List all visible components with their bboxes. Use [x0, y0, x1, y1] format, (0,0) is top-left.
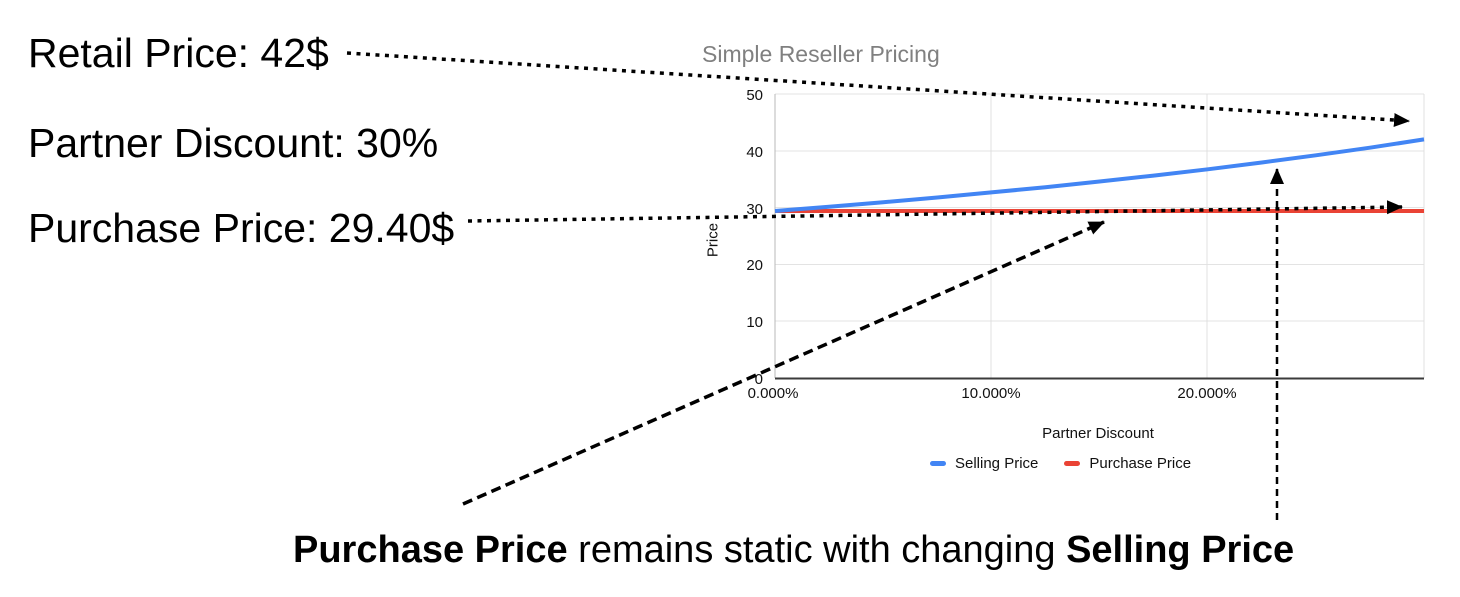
chart-legend: Selling Price Purchase Price — [930, 455, 1191, 472]
y-axis-title: Price — [704, 222, 722, 258]
legend-label-selling-price: Selling Price — [955, 455, 1039, 472]
selling-price-swatch-icon — [930, 461, 946, 466]
retail-price-label: Retail Price: 42$ — [28, 30, 329, 76]
caption: Purchase Price remains static with chang… — [293, 531, 1294, 569]
x-axis-tick-20pct: 20.000% — [1177, 385, 1237, 402]
y-axis-tick-10: 10 — [746, 314, 763, 331]
y-axis-tick-30: 30 — [746, 201, 763, 218]
legend-label-purchase-price: Purchase Price — [1089, 455, 1192, 472]
x-axis-tick-0pct: 0.000% — [747, 385, 799, 402]
legend-item-selling-price: Selling Price — [930, 455, 1038, 472]
caption-bold-purchase-price: Purchase Price — [293, 529, 568, 571]
arrow-purchase-price-to-purchase-line — [467, 200, 1403, 223]
y-axis-tick-50: 50 — [746, 87, 763, 104]
selling-price-line — [774, 137, 1425, 213]
chart-series — [774, 137, 1425, 213]
x-axis-tick-10pct: 10.000% — [961, 385, 1021, 402]
caption-text: remains static with changing — [567, 529, 1067, 571]
arrow-retail-price-to-selling-line — [346, 51, 1410, 128]
y-axis-tick-40: 40 — [746, 144, 763, 161]
annotation-arrows — [346, 51, 1410, 520]
partner-discount-label: Partner Discount: 30% — [28, 120, 439, 166]
arrow-caption-to-purchase-line — [462, 220, 1105, 506]
purchase-price-swatch-icon — [1064, 461, 1081, 466]
y-axis-tick-20: 20 — [746, 257, 763, 274]
legend-item-purchase-price: Purchase Price — [1064, 455, 1191, 472]
purchase-price-label: Purchase Price: 29.40$ — [28, 205, 455, 251]
chart-gridlines — [774, 93, 1425, 380]
y-axis-tick-0: 0 — [754, 371, 763, 388]
chart-title: Simple Reseller Pricing — [702, 41, 940, 67]
x-axis-title: Partner Discount — [1042, 425, 1154, 442]
caption-bold-selling-price: Selling Price — [1066, 529, 1295, 571]
